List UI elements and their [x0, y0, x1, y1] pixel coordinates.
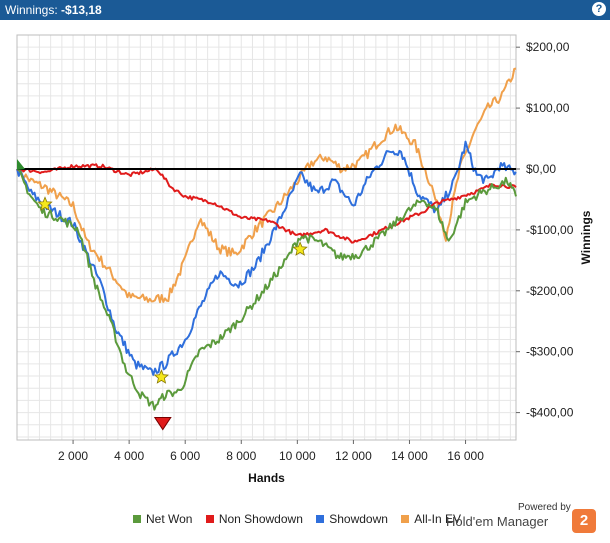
y-axis-label: Winnings	[579, 210, 593, 264]
legend-item-showdown[interactable]: Showdown	[316, 512, 388, 526]
legend-label: Net Won	[146, 512, 193, 526]
legend-item-all-in-ev[interactable]: All-In EV	[401, 512, 461, 526]
y-tick-label: -$100,00	[526, 223, 574, 237]
plot-frame	[16, 34, 517, 441]
winnings-value: -$13,18	[61, 3, 102, 17]
series-line-net-won	[16, 168, 517, 411]
star-marker	[153, 369, 169, 384]
x-tick-label: 16 000	[447, 449, 484, 463]
x-tick-label: 10 000	[279, 449, 316, 463]
legend-swatch	[401, 515, 410, 523]
x-tick-label: 12 000	[335, 449, 372, 463]
brand-name: Hold'em Manager	[446, 514, 549, 529]
x-tick-label: 6 000	[170, 449, 200, 463]
legend-swatch	[205, 515, 214, 523]
legend-item-non-showdown[interactable]: Non Showdown	[205, 512, 303, 526]
series-line-non-showdown	[16, 163, 517, 244]
winnings-chart: 2 000 4 000 6 000 8 000 10 000 12 000 14 000 16…	[0, 20, 610, 538]
legend-label: All-In EV	[414, 512, 461, 526]
branding: Powered by Hold'em Manager 2	[446, 500, 596, 534]
x-tick-label: 8 000	[226, 449, 256, 463]
winnings-summary: Winnings: -$13,18	[5, 3, 102, 17]
y-tick-label: $200,00	[526, 40, 570, 54]
legend-swatch	[316, 515, 325, 523]
x-tick-label: 4 000	[114, 449, 144, 463]
legend-label: Non Showdown	[218, 512, 303, 526]
help-icon[interactable]: ?	[592, 2, 606, 16]
hm-logo: 2	[572, 509, 596, 533]
y-tick-label: -$400,00	[526, 406, 574, 420]
title-bar: Winnings: -$13,18 ?	[0, 0, 610, 20]
low-point-marker	[153, 417, 172, 431]
y-tick-label: $100,00	[526, 101, 570, 115]
chart-svg: 2 000 4 000 6 000 8 000 10 000 12 000 14 000 16…	[16, 34, 593, 485]
series-line-showdown	[16, 140, 517, 376]
x-tick-label: 14 000	[391, 449, 428, 463]
y-tick-label: -$200,00	[526, 284, 574, 298]
x-axis-label: Hands	[248, 471, 285, 485]
y-tick-label: -$300,00	[526, 345, 574, 359]
star-marker	[37, 196, 53, 211]
legend-label: Showdown	[329, 512, 388, 526]
y-tick-label: $0,00	[526, 162, 556, 176]
winnings-label: Winnings:	[5, 3, 58, 17]
star-marker	[292, 241, 308, 256]
powered-by-text: Powered by	[518, 502, 571, 513]
start-marker	[17, 158, 25, 170]
x-tick-label: 2 000	[58, 449, 88, 463]
legend: Net Won Non Showdown Showdown All-In EV	[133, 512, 471, 530]
legend-swatch	[133, 515, 141, 523]
series-line-all-in-ev	[16, 67, 517, 304]
legend-item-net-won[interactable]: Net Won	[133, 512, 192, 526]
